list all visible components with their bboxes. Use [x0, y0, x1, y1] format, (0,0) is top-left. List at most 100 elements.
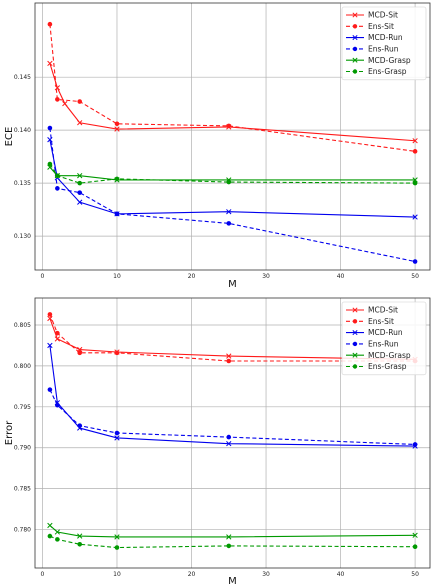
- data-point: [226, 209, 232, 215]
- legend-box: [341, 6, 427, 81]
- legend-label: Ens-Run: [368, 340, 399, 349]
- data-point: [412, 544, 418, 550]
- data-point: [62, 101, 68, 107]
- legend-label: Ens-Sit: [368, 22, 394, 31]
- legend-marker: [352, 12, 358, 18]
- series-line: [49, 163, 416, 184]
- legend-marker: [352, 57, 358, 63]
- data-point: [226, 123, 232, 129]
- data-point: [77, 533, 83, 539]
- legend-label: MCD-Run: [368, 328, 403, 337]
- data-point: [226, 440, 232, 447]
- data-point: [114, 435, 120, 441]
- y-tick-label: 0.800: [14, 363, 31, 370]
- series-ens-run: [47, 125, 418, 264]
- series-line: [49, 314, 416, 362]
- legend-marker: [352, 364, 358, 369]
- data-point: [226, 179, 232, 185]
- data-point: [412, 138, 418, 144]
- y-tick-label: 0.135: [14, 180, 31, 187]
- data-point: [77, 423, 83, 428]
- x-tick-label: 40: [337, 571, 345, 578]
- data-point: [47, 125, 53, 131]
- series-ens-run: [47, 387, 418, 447]
- legend-label: MCD-Grasp: [368, 351, 411, 360]
- x-tick-label: 20: [188, 273, 196, 280]
- series-ens-grasp: [47, 161, 418, 186]
- legend-marker: [352, 46, 358, 52]
- y-axis-label: Error: [4, 420, 15, 445]
- x-tick-label: 0: [41, 273, 45, 280]
- data-point: [114, 534, 120, 540]
- data-point: [226, 221, 232, 226]
- data-point: [114, 176, 120, 182]
- legend-label: Ens-Run: [368, 45, 399, 54]
- legend-marker: [352, 352, 358, 358]
- series-line: [49, 389, 416, 445]
- series-mcd-grasp: [47, 522, 418, 540]
- data-point: [114, 350, 120, 356]
- y-tick-label: 0.805: [14, 322, 31, 329]
- x-tick-label: 20: [188, 571, 196, 578]
- legend-label: Ens-Sit: [368, 317, 394, 326]
- data-point: [54, 336, 61, 342]
- x-tick-label: 30: [262, 571, 270, 578]
- data-point: [55, 186, 60, 191]
- axes-frame: [34, 297, 431, 569]
- data-point: [412, 442, 418, 447]
- legend-marker: [352, 330, 358, 336]
- axes-frame: [34, 2, 431, 271]
- y-axis-label: ECE: [4, 127, 15, 147]
- data-point: [47, 342, 53, 349]
- x-axis-label: M: [228, 279, 237, 290]
- data-point: [47, 522, 53, 529]
- series-line: [49, 345, 416, 447]
- data-point: [114, 211, 120, 217]
- data-point: [77, 199, 83, 205]
- data-point: [55, 173, 60, 179]
- data-point: [77, 180, 83, 186]
- legend: MCD-Sit Ens-Sit MCD-Run Ens-Run MCD-Grasp Ens…: [341, 6, 427, 81]
- data-point: [412, 149, 418, 154]
- data-point: [412, 259, 418, 264]
- data-point: [47, 533, 53, 539]
- x-tick-label: 0: [41, 571, 45, 578]
- y-tick-label: 0.145: [14, 74, 31, 81]
- data-point: [47, 21, 53, 27]
- series-line: [49, 127, 416, 263]
- legend-label: MCD-Sit: [368, 11, 398, 20]
- x-tick-label: 10: [113, 273, 121, 280]
- x-tick-label: 30: [262, 273, 270, 280]
- x-tick-label: 10: [113, 571, 121, 578]
- data-point: [226, 434, 232, 440]
- data-point: [412, 180, 418, 186]
- data-point: [55, 402, 60, 408]
- legend-marker: [352, 307, 358, 313]
- data-point: [226, 353, 232, 359]
- error-chart: 0 10 20 30 40 50 0.780 0.785 0.790 0.795 0.800 0.80…: [4, 297, 431, 587]
- legend-label: MCD-Sit: [368, 306, 398, 315]
- data-point: [55, 537, 60, 542]
- data-point: [47, 387, 53, 392]
- series-line: [49, 24, 416, 152]
- series-line: [49, 318, 416, 360]
- data-point: [77, 120, 83, 126]
- data-point: [412, 532, 418, 538]
- y-tick-label: 0.785: [14, 486, 31, 493]
- x-tick-label: 40: [337, 273, 345, 280]
- y-tick-label: 0.790: [14, 445, 31, 452]
- y-tick-label: 0.780: [14, 527, 31, 534]
- data-point: [77, 99, 83, 104]
- series-line: [49, 139, 416, 218]
- legend-marker: [352, 24, 358, 29]
- data-point: [77, 173, 83, 179]
- ece-chart: 0 10 20 30 40 50 0.130 0.135 0.140 0.145 M ECE MCD-S…: [4, 2, 431, 290]
- legend-box: [341, 301, 427, 376]
- data-point: [226, 534, 232, 540]
- legend-label: Ens-Grasp: [368, 67, 407, 76]
- legend-marker: [352, 69, 358, 74]
- x-tick-label: 50: [411, 273, 419, 280]
- series-ens-sit: [47, 21, 418, 154]
- series-ens-grasp: [47, 533, 418, 550]
- data-point: [55, 330, 60, 336]
